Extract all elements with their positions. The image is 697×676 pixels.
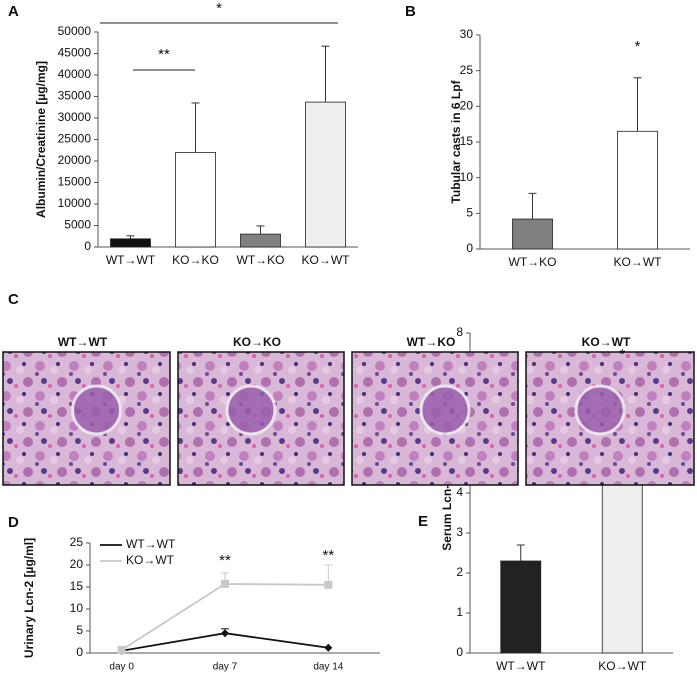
- x-tick-label: WT→WT: [106, 253, 156, 267]
- x-tick-label: WT→KO: [509, 255, 557, 269]
- y-tick-label: 15000: [58, 175, 92, 189]
- y-tick-label: 30000: [58, 110, 92, 124]
- significance: **: [158, 46, 170, 63]
- y-tick-label: 8: [456, 325, 463, 339]
- y-tick-label: 35000: [58, 89, 92, 103]
- x-tick-label: day 14: [313, 662, 343, 673]
- y-tick-label: 40000: [58, 67, 92, 81]
- y-tick-label: 10: [70, 601, 84, 615]
- micrograph-title: KO→KO: [233, 335, 281, 349]
- bar: [240, 233, 281, 248]
- glomerulus: [574, 384, 626, 436]
- y-axis-label: Tubular casts in 6 Lpf: [449, 79, 463, 203]
- glomerulus: [225, 384, 277, 436]
- bar: [617, 130, 658, 250]
- y-tick-label: 25: [460, 63, 474, 77]
- marker: [117, 645, 126, 654]
- x-tick-label: day 0: [109, 662, 134, 673]
- y-tick-label: 45000: [58, 46, 92, 60]
- legend-label: KO→WT: [126, 553, 175, 567]
- y-tick-label: 0: [76, 645, 83, 659]
- panel-letter: B: [405, 3, 416, 20]
- y-tick-label: 0: [456, 645, 463, 659]
- y-tick-label: 3: [456, 525, 463, 539]
- x-tick-label: KO→WT: [302, 253, 351, 267]
- series-line: [121, 583, 329, 651]
- bar: [110, 238, 151, 248]
- micrograph-title: WT→WT: [58, 335, 108, 349]
- y-tick-label: 0: [466, 241, 473, 255]
- marker: [221, 579, 229, 588]
- legend-label: WT→WT: [126, 537, 176, 551]
- y-tick-label: 1: [456, 605, 463, 619]
- marker: [221, 629, 229, 638]
- y-tick-label: 2: [456, 565, 463, 579]
- bar: [512, 218, 553, 250]
- y-tick-label: 5000: [64, 218, 91, 232]
- micrograph-title: KO→WT: [582, 335, 631, 349]
- y-tick-label: 50000: [58, 24, 92, 38]
- x-tick-label: WT→WT: [496, 659, 546, 673]
- y-tick-label: 25: [70, 535, 84, 549]
- panel-letter: A: [8, 3, 19, 20]
- y-tick-label: 10000: [58, 196, 92, 210]
- x-tick-label: WT→KO: [237, 253, 285, 267]
- significance: **: [322, 547, 334, 564]
- y-tick-label: 30: [460, 27, 474, 41]
- y-tick-label: 25000: [58, 132, 92, 146]
- y-tick-label: 15: [460, 134, 474, 148]
- significance: *: [635, 38, 641, 55]
- y-tick-label: 20000: [58, 153, 92, 167]
- bar: [305, 101, 346, 248]
- significance: **: [219, 552, 231, 569]
- y-tick-label: 5: [76, 623, 83, 637]
- x-tick-label: KO→KO: [172, 253, 219, 267]
- x-tick-label: day 7: [213, 662, 238, 673]
- y-tick-label: 20: [460, 99, 474, 113]
- y-axis-label: Albumin/Creatinine [µg/mg]: [34, 61, 48, 218]
- y-tick-label: 10: [460, 170, 474, 184]
- y-tick-label: 20: [70, 557, 84, 571]
- bar: [500, 560, 542, 654]
- y-tick-label: 4: [456, 485, 463, 499]
- x-tick-label: KO→WT: [598, 659, 647, 673]
- y-tick-label: 0: [84, 239, 91, 253]
- bar: [175, 151, 216, 248]
- glomerulus: [419, 384, 471, 436]
- y-tick-label: 15: [70, 579, 84, 593]
- y-axis-label: Urinary Lcn-2 [µg/ml]: [22, 538, 36, 658]
- y-tick-label: 5: [466, 206, 473, 220]
- panel-letter: E: [418, 513, 428, 530]
- micrograph-title: WT→KO: [407, 335, 456, 349]
- glomerulus: [71, 384, 122, 436]
- significance: *: [216, 0, 222, 17]
- marker: [324, 643, 333, 652]
- panel-letter: C: [8, 291, 19, 308]
- marker: [324, 580, 333, 589]
- panel-letter: D: [8, 514, 19, 531]
- x-tick-label: KO→WT: [614, 255, 663, 269]
